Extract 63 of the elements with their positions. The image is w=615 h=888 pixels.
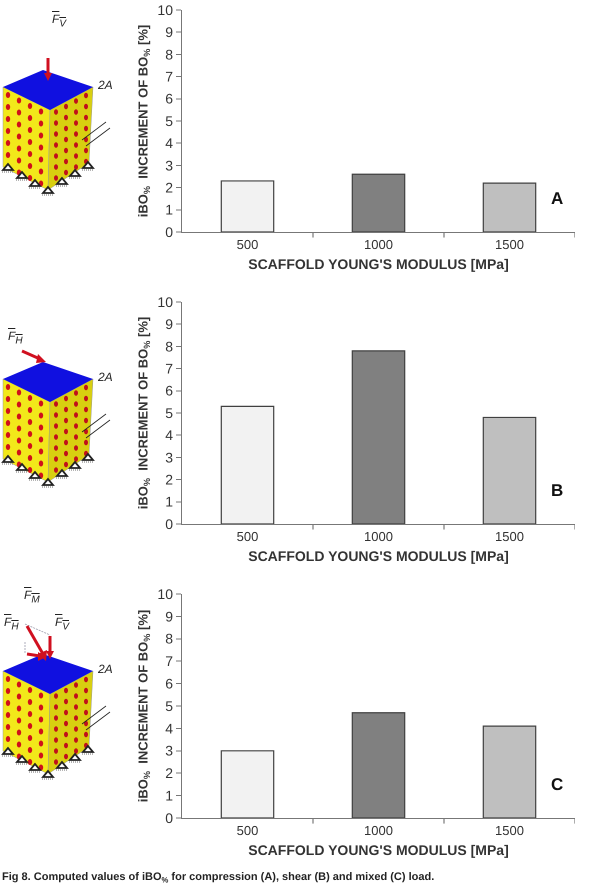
bar [220,180,274,232]
x-tick-label: 500 [236,822,258,838]
y-tick-label: 8 [165,630,174,647]
y-tick-label: 1 [165,494,174,510]
y-tick-label: 4 [165,720,174,736]
x-tick-label: 1500 [495,822,524,838]
text: F$_{V}$ [55,615,70,632]
y-tick-label: 9 [165,608,174,624]
x-tick-label: 500 [236,236,258,252]
x-tick-label: 1000 [364,822,393,838]
y-tick-label: 1 [165,202,174,218]
y-tick-label: 8 [165,46,174,62]
y-tick-label: 0 [165,810,174,826]
y-tick-label: 3 [165,742,174,759]
x-axis-title: SCAFFOLD YOUNG'S MODULUS [MPa] [248,548,509,564]
text: F$_{M}$ [24,588,40,606]
y-tick-label: 5 [165,404,174,421]
y-tick-label: 10 [157,586,174,602]
y-tick-label: 3 [165,449,174,466]
y-tick-label: 7 [165,653,174,670]
x-tick-label: 1000 [364,528,393,544]
y-tick-label: 4 [165,427,174,444]
annotation: C [551,775,564,794]
y-tick-label: 5 [165,698,174,714]
bar [220,750,274,818]
y-tick-label: 10 [157,294,174,310]
y-tick-label: 4 [165,135,174,152]
bar [482,416,536,524]
y-tick-label: 2 [165,472,174,488]
y-tick-label: 10 [157,2,174,18]
text: F$_{V}$ [52,12,66,30]
text: 2A [98,370,113,384]
bar [482,182,536,232]
y-tick-label: 1 [165,788,174,804]
x-tick-label: 1500 [495,528,524,544]
y-tick-label: 7 [165,68,174,84]
y-tick-label: 6 [165,382,174,399]
y-tick-label: 7 [165,360,174,376]
x-axis-title: SCAFFOLD YOUNG'S MODULUS [MPa] [248,256,509,272]
text: F$_{H}$ [4,615,19,632]
y-tick-label: 3 [165,157,174,174]
annotation: B [551,481,564,500]
y-tick-label: 5 [165,112,174,129]
x-tick-label: 1500 [495,236,524,252]
y-tick-label: 2 [165,765,174,782]
text: F$_{H}$ [8,329,23,346]
bar [482,726,536,818]
y-tick-label: 0 [165,516,174,532]
y-tick-label: 9 [165,24,174,40]
bar [220,406,274,524]
y-tick-label: 2 [165,180,174,196]
caption: Fig 8. Computed values of iBO$_{%}$ for compression (A), shear (B) and mixed (C) load. [2,871,434,884]
x-tick-label: 500 [236,528,258,544]
y-tick-label: 6 [165,676,174,692]
x-axis-title: SCAFFOLD YOUNG'S MODULUS [MPa] [248,842,509,858]
annotation: A [551,189,564,208]
text: 2A [98,78,113,92]
text: 2A [98,662,113,676]
x-tick-label: 1000 [364,236,393,252]
y-tick-label: 6 [165,90,174,107]
y-tick-label: 8 [165,338,174,354]
y-tick-label: 9 [165,316,174,332]
y-tick-label: 0 [165,224,174,240]
